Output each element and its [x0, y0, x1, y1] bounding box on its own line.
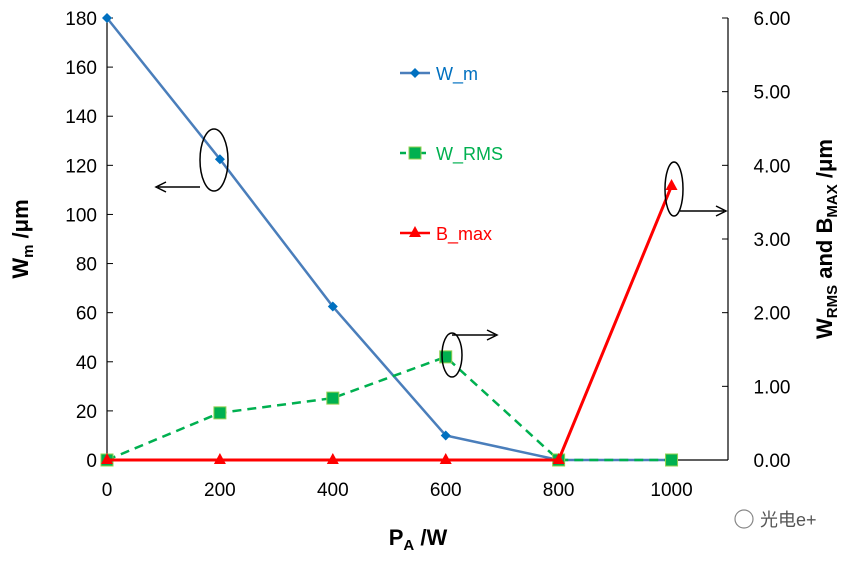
legend-item-w-m: W_m — [400, 64, 478, 85]
x-label-part: P — [389, 525, 404, 550]
data-point — [326, 453, 339, 464]
right-y-tick-label: 3.00 — [754, 230, 791, 251]
right-y-tick-label: 0.00 — [754, 451, 791, 472]
y-label-part: RMS — [824, 285, 841, 318]
axis-annotations — [154, 128, 728, 378]
legend-item-b-max: B_max — [400, 224, 492, 245]
legend-label: W_RMS — [436, 144, 503, 165]
right-y-axis-label: WRMS and BMAX /μm — [812, 139, 841, 339]
y-label-part: MAX — [824, 184, 841, 217]
data-point — [213, 406, 227, 420]
series-group — [100, 13, 679, 467]
axes: 0 200 400 600 800 1000 0 20 40 60 80 100 120 140 160 18… — [8, 9, 841, 554]
left-y-tick-label: 40 — [76, 353, 97, 374]
legend-label: W_m — [436, 64, 478, 85]
series-b-max — [101, 178, 678, 464]
right-y-tick-label: 2.00 — [754, 304, 791, 325]
y-label-part: W — [8, 258, 33, 279]
x-tick-label: 0 — [102, 480, 113, 501]
left-y-tick-label: 60 — [76, 304, 97, 325]
right-arrowhead-icon-mid — [486, 329, 499, 341]
legend-marker — [408, 146, 422, 160]
y-label-part: W — [812, 318, 837, 339]
x-tick-label: 1000 — [650, 480, 692, 501]
left-y-tick-label: 120 — [65, 156, 97, 177]
left-y-tick-label: 140 — [65, 107, 97, 128]
data-point — [214, 154, 225, 165]
left-y-tick-label: 100 — [65, 205, 97, 226]
x-label-part: /W — [414, 525, 447, 550]
x-tick-label: 200 — [204, 480, 236, 501]
x-axis-label: PA /W — [389, 525, 448, 554]
legend-item-w-rms: W_RMS — [400, 144, 503, 165]
right-arrowhead-icon — [715, 205, 728, 217]
legend: W_m W_RMS B_max — [400, 64, 503, 245]
data-point — [102, 13, 112, 23]
x-tick-label: 400 — [317, 480, 349, 501]
data-point — [552, 453, 565, 464]
data-point — [213, 453, 226, 464]
right-indicator-ellipse — [664, 161, 684, 217]
y-label-part: /μm — [812, 139, 837, 184]
legend-marker — [409, 226, 421, 237]
x-label-part: A — [403, 537, 414, 554]
left-y-tick-label: 0 — [86, 451, 97, 472]
y-label-part: m — [20, 245, 37, 258]
legend-marker — [410, 68, 420, 78]
right-y-tick-label: 5.00 — [754, 83, 791, 104]
data-point — [326, 391, 340, 405]
right-y-tick-label: 4.00 — [754, 156, 791, 177]
series-line — [107, 185, 673, 462]
left-y-tick-label: 20 — [76, 402, 97, 423]
right-y-tick-label: 1.00 — [754, 377, 791, 398]
data-point — [327, 301, 338, 312]
mid-indicator-ellipse — [441, 332, 463, 378]
left-axis-indicator-ellipse — [199, 128, 229, 192]
data-point — [665, 453, 679, 467]
series-w-m — [102, 13, 677, 465]
data-point — [101, 453, 113, 464]
left-y-tick-label: 160 — [65, 58, 97, 79]
right-y-tick-label: 6.00 — [754, 9, 791, 30]
x-tick-label: 800 — [543, 480, 575, 501]
data-point — [439, 453, 452, 464]
legend-label: B_max — [436, 224, 492, 245]
data-point — [665, 178, 678, 190]
data-point — [440, 430, 451, 441]
left-y-tick-label: 80 — [76, 255, 97, 276]
watermark: 光电e+ — [734, 509, 817, 530]
left-y-tick-label: 180 — [65, 9, 97, 30]
wechat-icon — [734, 509, 754, 529]
series-w-rms — [100, 350, 679, 467]
left-arrowhead-icon — [154, 181, 167, 193]
x-tick-label: 600 — [430, 480, 462, 501]
series-line — [106, 355, 672, 462]
y-label-part: /μm — [8, 199, 33, 244]
watermark-text: 光电e+ — [760, 510, 817, 530]
y-label-part: and B — [812, 218, 837, 285]
left-y-axis-label: Wm /μm — [8, 199, 37, 278]
